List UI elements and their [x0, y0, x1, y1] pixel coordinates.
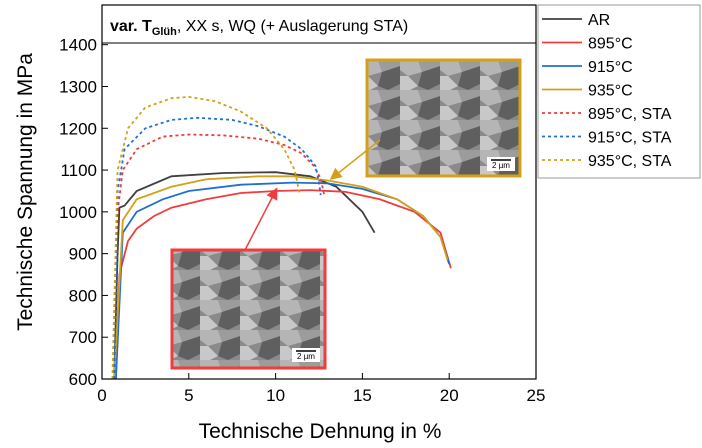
- title-rest: , XX s, WQ (+ Auslagerung STA): [177, 18, 408, 35]
- y-tick-label: 1000: [59, 203, 97, 222]
- legend-label: 895°C: [588, 36, 633, 53]
- legend-label: 915°C: [588, 59, 633, 76]
- y-tick-label: 600: [69, 370, 97, 389]
- legend-label: AR: [588, 12, 610, 29]
- y-tick-label: 1400: [59, 36, 97, 55]
- title-main: var. T: [110, 18, 152, 35]
- x-axis-label: Technische Dehnung in %: [199, 420, 442, 443]
- y-tick-label: 800: [69, 286, 97, 305]
- y-tick-label: 700: [69, 328, 97, 347]
- y-tick-label: 1100: [60, 161, 97, 180]
- x-tick-label: 20: [440, 386, 459, 405]
- scale-label: 2 µm: [492, 161, 510, 170]
- arrow: [245, 190, 276, 250]
- x-tick-label: 25: [527, 386, 546, 405]
- legend-label: 935°C: [588, 83, 633, 100]
- y-axis-label: Technische Spannung in MPa: [14, 53, 37, 331]
- scale-label: 2 µm: [297, 352, 315, 361]
- chart: var. TGlüh, XX s, WQ (+ Auslagerung STA)…: [0, 0, 702, 443]
- y-tick-label: 900: [69, 245, 97, 264]
- page: var. TGlüh, XX s, WQ (+ Auslagerung STA)…: [0, 0, 702, 443]
- x-tick-label: 5: [184, 386, 193, 405]
- x-tick-label: 0: [97, 386, 106, 405]
- legend-label: 915°C, STA: [588, 130, 672, 147]
- y-tick-label: 1200: [59, 119, 97, 138]
- title-subscript: Glüh: [152, 26, 177, 38]
- x-tick-label: 15: [353, 386, 372, 405]
- legend-label: 895°C, STA: [588, 106, 672, 123]
- x-tick-label: 10: [266, 386, 285, 405]
- legend-label: 935°C, STA: [588, 153, 672, 170]
- y-tick-label: 1300: [59, 77, 97, 96]
